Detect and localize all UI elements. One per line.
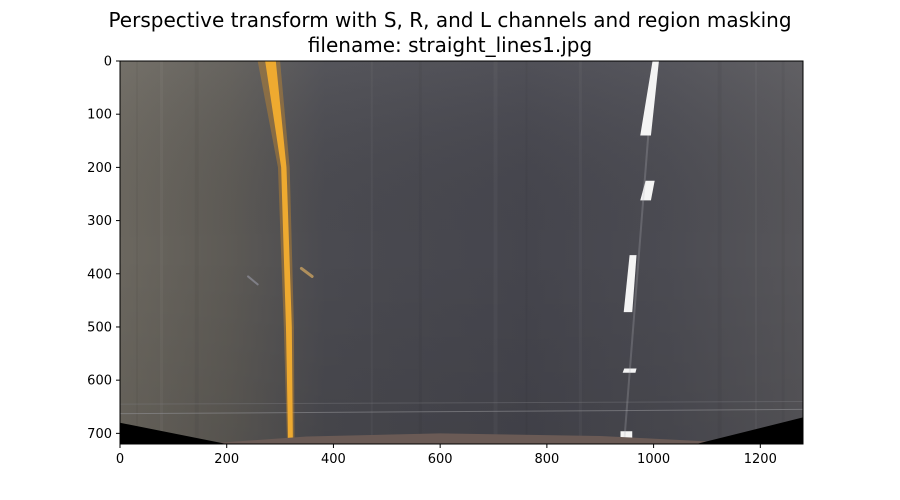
y-axis: 0 100 200 300 400 500 600 700: [87, 55, 120, 442]
x-axis: 0 200 400 600 800 1000 1200: [116, 444, 777, 467]
road-streak: [136, 61, 138, 444]
white-lane-dash: [640, 61, 659, 136]
road-seam-line: [120, 400, 803, 405]
car-hood-strip: [200, 433, 734, 444]
road-mark: [247, 275, 259, 286]
plot-area: [120, 61, 803, 444]
y-tick-label: 100: [87, 108, 112, 123]
chart-title-line-2: filename: straight_lines1.jpg: [307, 33, 593, 57]
plot-frame: [119, 60, 804, 445]
x-tick-label: 600: [428, 452, 453, 467]
x-tick-label: 400: [321, 452, 346, 467]
y-tick-label: 0: [104, 55, 112, 70]
road-streak: [371, 61, 373, 444]
y-tick-label: 500: [87, 320, 112, 335]
road-shading: [120, 61, 803, 444]
x-tick-label: 800: [534, 452, 559, 467]
x-tick-label: 1000: [637, 452, 670, 467]
x-tick-label: 200: [214, 452, 239, 467]
y-tick-label: 600: [87, 374, 112, 389]
mask-left-corner: [120, 422, 227, 444]
y-tick-label: 200: [87, 161, 112, 176]
chart-title-line-1: Perspective transform with S, R, and L c…: [108, 8, 792, 32]
road-streak: [579, 61, 582, 444]
road-streak: [494, 61, 498, 444]
mask-right-corner: [696, 417, 803, 444]
yellow-lane-line: [265, 61, 293, 442]
white-lane-dash: [623, 255, 637, 313]
yellow-lane-smear: [299, 266, 314, 278]
y-tick-label: 300: [87, 214, 112, 229]
road-streak: [526, 61, 528, 444]
road-streak: [160, 61, 163, 444]
x-tick-label: 1200: [744, 452, 777, 467]
road-streak: [755, 61, 757, 444]
white-lane-dash: [640, 180, 655, 201]
y-tick-label: 400: [87, 267, 112, 282]
road-streak: [718, 61, 722, 444]
road-streak: [419, 61, 422, 444]
road-seam-line: [120, 408, 803, 415]
y-tick-label: 700: [87, 427, 112, 442]
road-streak: [195, 61, 199, 444]
white-lane-dash: [622, 368, 637, 373]
road-streak: [782, 61, 785, 444]
x-tick-label: 0: [116, 452, 124, 467]
white-lane-trace: [623, 135, 650, 442]
